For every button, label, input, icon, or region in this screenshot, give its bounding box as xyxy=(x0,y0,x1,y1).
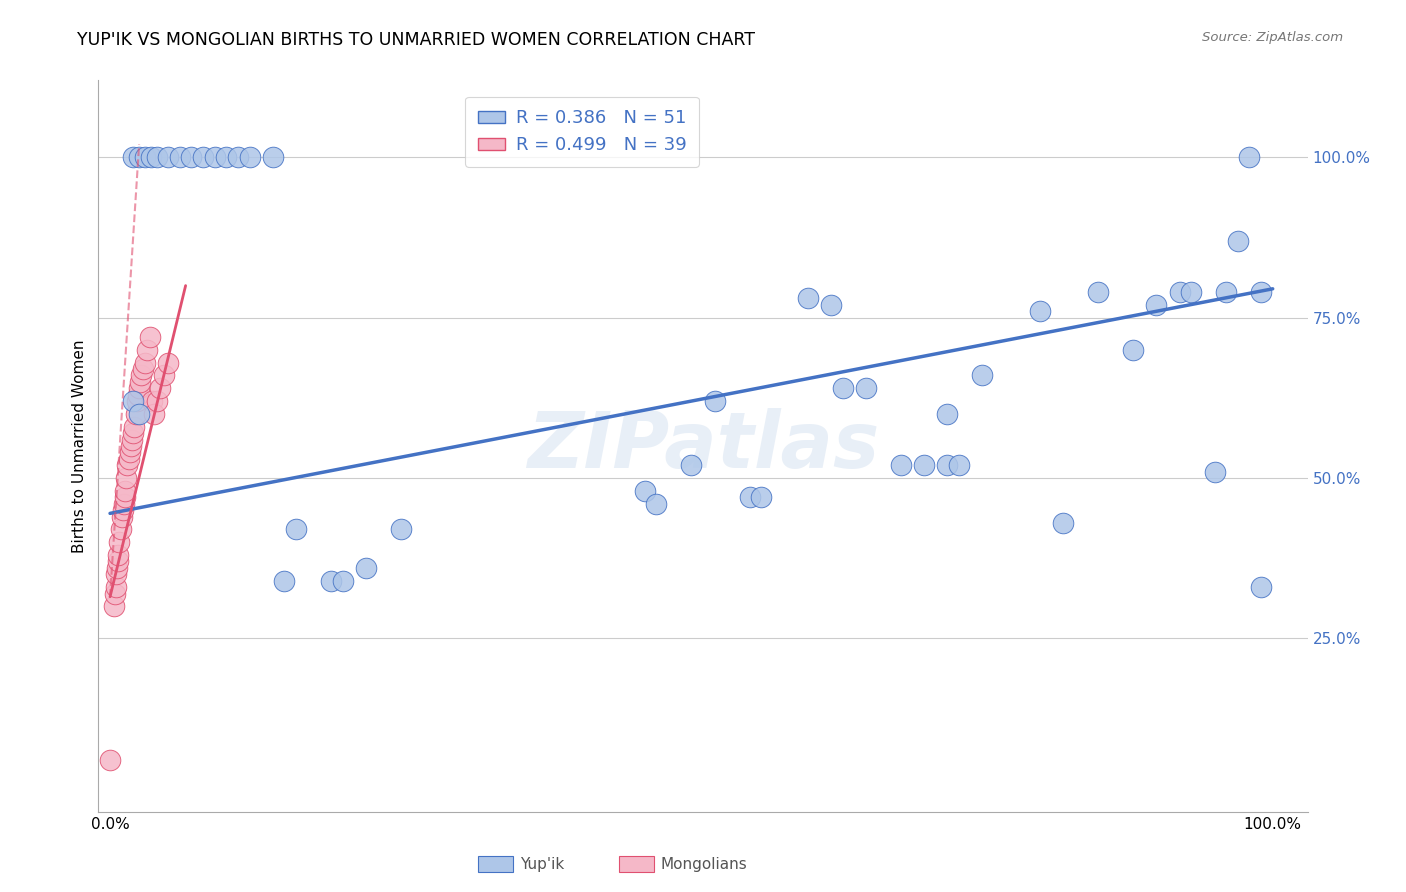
Point xyxy=(120,439,142,453)
Point xyxy=(145,150,167,164)
Point xyxy=(122,150,145,164)
Point xyxy=(215,150,238,164)
Point xyxy=(738,491,761,505)
Point xyxy=(191,150,214,164)
Point xyxy=(703,394,725,409)
Point xyxy=(122,426,145,441)
Point xyxy=(136,343,159,357)
Point xyxy=(912,458,935,473)
Point xyxy=(354,561,377,575)
Point xyxy=(149,381,172,395)
Point xyxy=(1087,285,1109,299)
Point xyxy=(831,381,853,395)
Point xyxy=(104,567,127,582)
Point xyxy=(115,471,138,485)
Legend: R = 0.386   N = 51, R = 0.499   N = 39: R = 0.386 N = 51, R = 0.499 N = 39 xyxy=(465,96,699,167)
Point xyxy=(104,580,127,594)
Point xyxy=(131,368,153,383)
Point xyxy=(634,483,657,498)
Point xyxy=(98,753,121,767)
Point xyxy=(820,298,842,312)
Point xyxy=(681,458,703,473)
Point xyxy=(152,368,174,383)
Point xyxy=(145,394,167,409)
Point xyxy=(332,574,354,588)
Point xyxy=(1250,580,1272,594)
Point xyxy=(1122,343,1144,357)
Point xyxy=(157,355,180,369)
Point xyxy=(389,523,412,537)
Point xyxy=(127,387,149,401)
Point xyxy=(112,497,135,511)
Point xyxy=(143,407,166,421)
Point xyxy=(124,407,146,421)
Point xyxy=(118,445,141,459)
Point xyxy=(749,491,772,505)
Point xyxy=(262,150,284,164)
Point xyxy=(169,150,191,164)
Point xyxy=(796,292,818,306)
Point xyxy=(180,150,202,164)
Point xyxy=(111,503,134,517)
Point xyxy=(128,407,150,421)
Point xyxy=(104,586,127,600)
Text: Mongolians: Mongolians xyxy=(661,857,748,871)
Point xyxy=(110,523,132,537)
Point xyxy=(107,548,129,562)
Point xyxy=(855,381,877,395)
Point xyxy=(239,150,262,164)
Point xyxy=(134,150,156,164)
Point xyxy=(1226,234,1249,248)
Point xyxy=(890,458,912,473)
Text: Source: ZipAtlas.com: Source: ZipAtlas.com xyxy=(1202,31,1343,45)
Point xyxy=(204,150,226,164)
Point xyxy=(1204,465,1226,479)
Point xyxy=(285,523,308,537)
Point xyxy=(129,375,152,389)
Point xyxy=(1168,285,1191,299)
Point xyxy=(1239,150,1261,164)
Point xyxy=(114,483,136,498)
Point xyxy=(1250,285,1272,299)
Point xyxy=(117,458,139,473)
Point xyxy=(114,491,136,505)
Text: Yup'ik: Yup'ik xyxy=(520,857,564,871)
Point xyxy=(125,394,148,409)
Point xyxy=(1215,285,1237,299)
Point xyxy=(936,407,959,421)
Point xyxy=(111,509,134,524)
Point xyxy=(131,362,153,376)
Point xyxy=(124,419,146,434)
Point xyxy=(1180,285,1202,299)
Point xyxy=(122,394,145,409)
Point xyxy=(273,574,295,588)
Point xyxy=(936,458,959,473)
Point xyxy=(139,150,162,164)
Point xyxy=(1144,298,1167,312)
Point xyxy=(1029,304,1052,318)
Text: ZIPatlas: ZIPatlas xyxy=(527,408,879,484)
Point xyxy=(118,451,141,466)
Point xyxy=(645,497,668,511)
Point xyxy=(121,433,143,447)
Point xyxy=(138,330,160,344)
Point xyxy=(1052,516,1074,530)
Point xyxy=(134,355,156,369)
Point xyxy=(108,535,131,549)
Text: YUP'IK VS MONGOLIAN BIRTHS TO UNMARRIED WOMEN CORRELATION CHART: YUP'IK VS MONGOLIAN BIRTHS TO UNMARRIED … xyxy=(77,31,755,49)
Point xyxy=(128,150,150,164)
Point xyxy=(103,599,125,614)
Point xyxy=(970,368,993,383)
Point xyxy=(128,381,150,395)
Point xyxy=(141,394,163,409)
Point xyxy=(107,554,129,568)
Point xyxy=(157,150,180,164)
Point xyxy=(319,574,342,588)
Point xyxy=(105,561,128,575)
Point xyxy=(226,150,249,164)
Y-axis label: Births to Unmarried Women: Births to Unmarried Women xyxy=(72,339,87,553)
Point xyxy=(948,458,970,473)
